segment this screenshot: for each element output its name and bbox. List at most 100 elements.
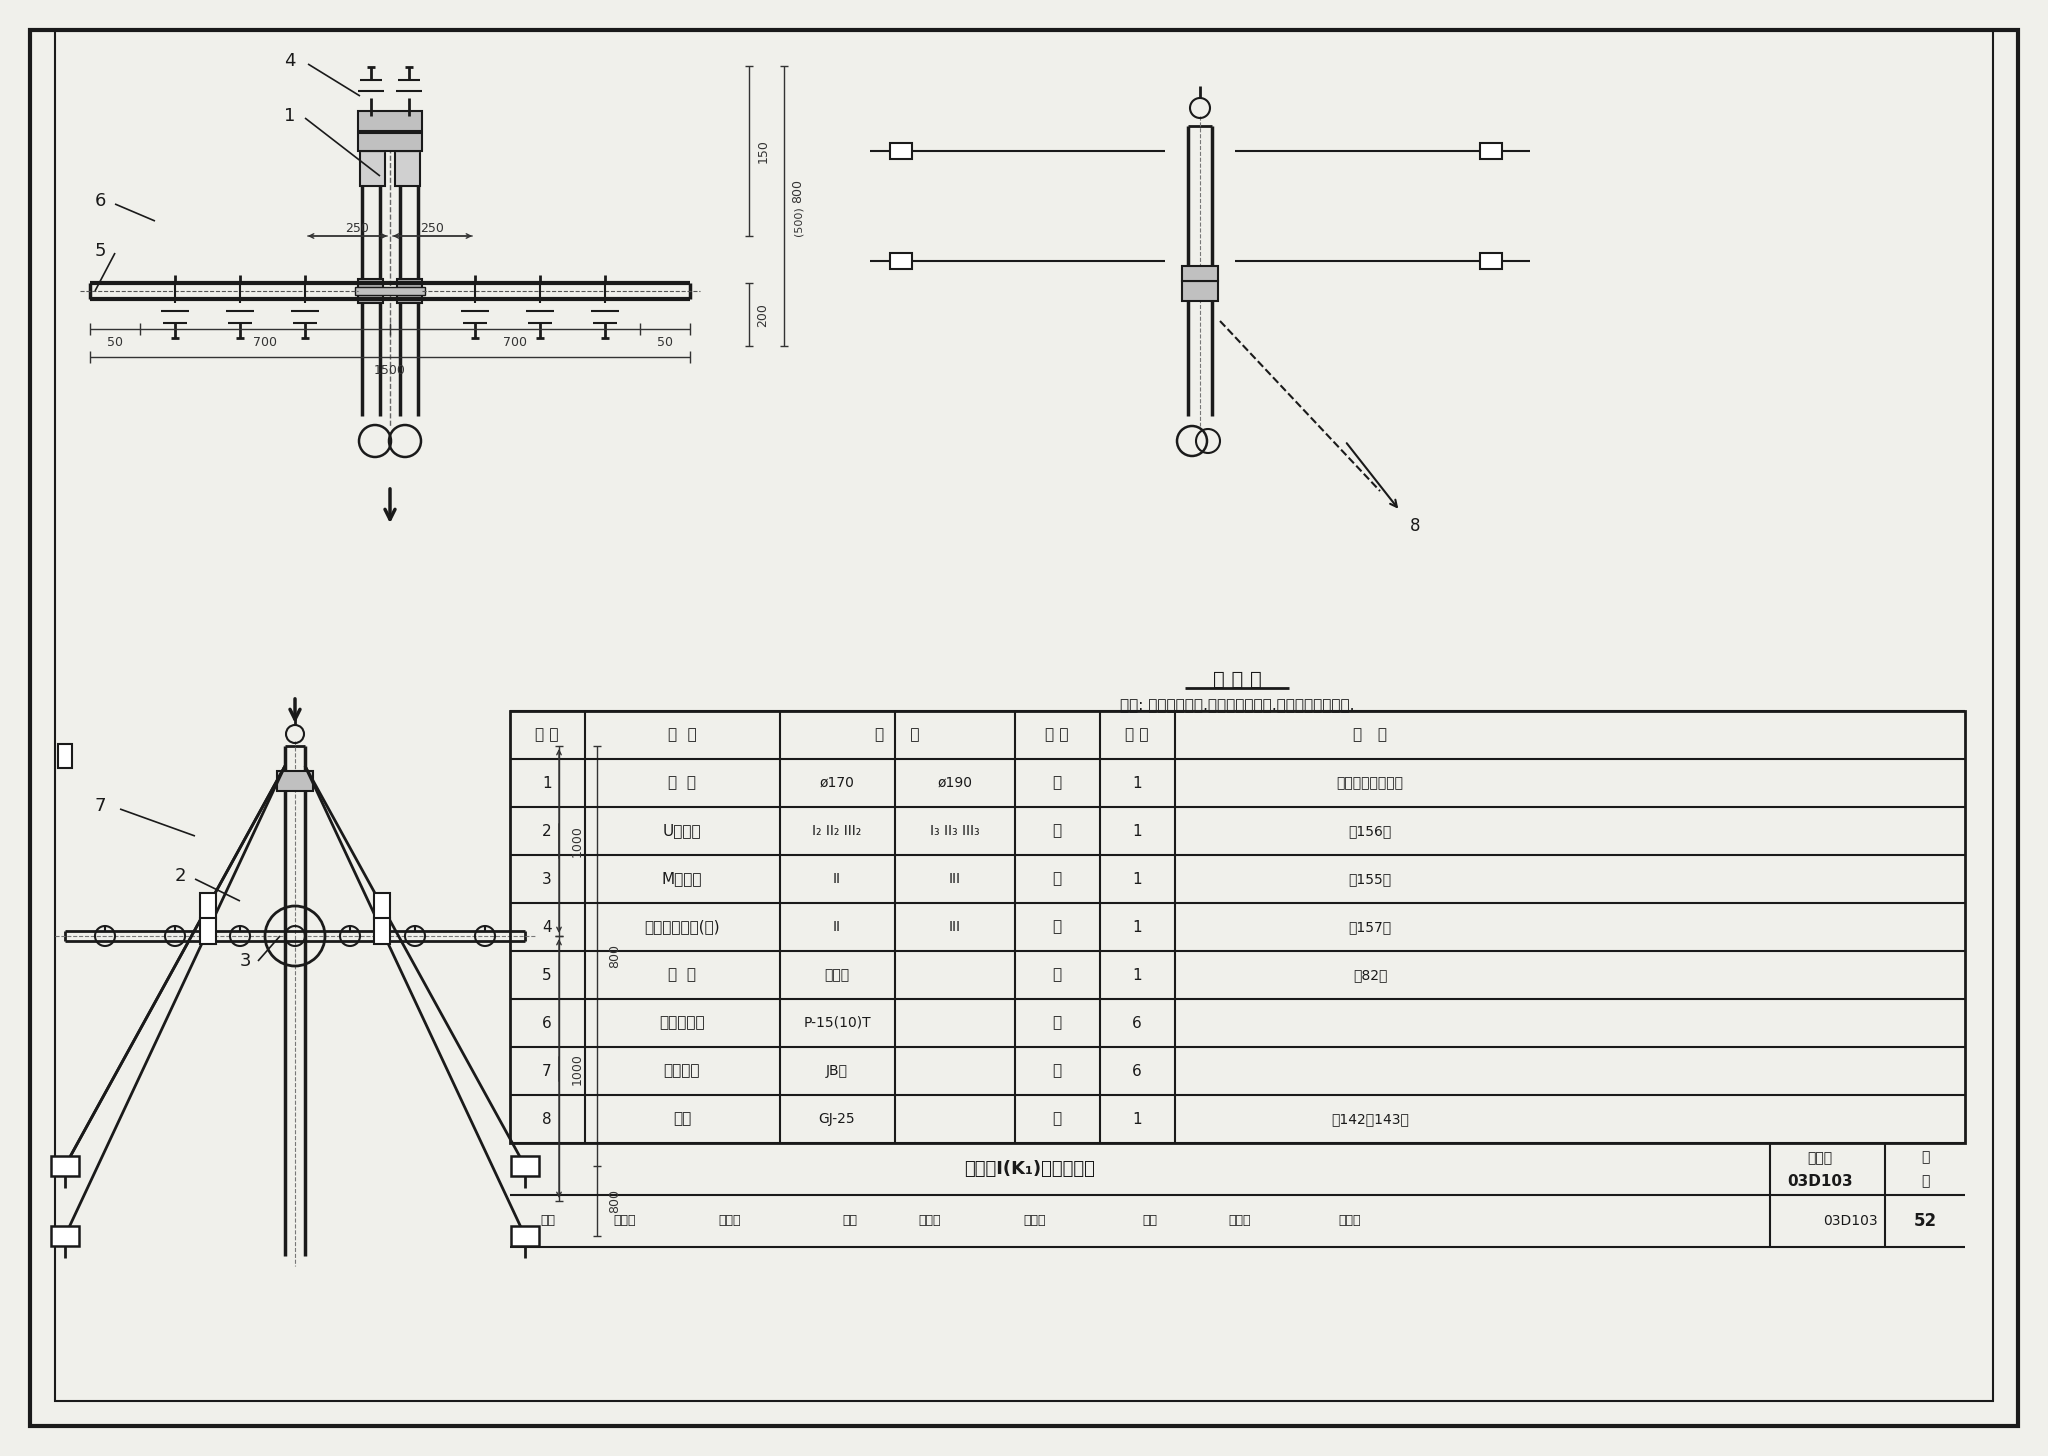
Text: 根: 根 xyxy=(1053,967,1061,983)
Text: 根: 根 xyxy=(1053,776,1061,791)
Bar xyxy=(358,280,383,303)
Bar xyxy=(1481,253,1501,269)
Text: 03D103: 03D103 xyxy=(1788,1174,1853,1188)
Bar xyxy=(375,893,389,919)
Text: 规     格: 规 格 xyxy=(874,728,920,743)
Text: 个: 个 xyxy=(1053,1063,1061,1079)
Text: 3: 3 xyxy=(543,872,551,887)
Text: 6: 6 xyxy=(1133,1063,1143,1079)
Text: 说明: 如实际需要时,可加装一组拉线,其位置如虚线所示.: 说明: 如实际需要时,可加装一组拉线,其位置如虚线所示. xyxy=(1120,699,1354,713)
Text: 1: 1 xyxy=(1133,920,1143,935)
Text: 7: 7 xyxy=(543,1063,551,1079)
Bar xyxy=(354,287,426,296)
Text: 横  担: 横 担 xyxy=(668,967,696,983)
Text: III: III xyxy=(948,920,961,933)
Bar xyxy=(57,744,72,767)
Text: 校对: 校对 xyxy=(842,1214,858,1227)
Bar xyxy=(375,917,389,943)
Text: 1: 1 xyxy=(1133,776,1143,791)
Text: 6: 6 xyxy=(94,192,106,210)
Text: 个: 个 xyxy=(1053,1015,1061,1031)
Bar xyxy=(891,143,911,159)
Text: 电  杆: 电 杆 xyxy=(668,776,696,791)
Text: 250: 250 xyxy=(420,221,444,234)
Text: 52: 52 xyxy=(1913,1211,1937,1230)
Text: 设计: 设计 xyxy=(1143,1214,1157,1227)
Text: 5: 5 xyxy=(543,967,551,983)
Bar xyxy=(51,1226,80,1246)
Text: 附   注: 附 注 xyxy=(1354,728,1386,743)
Text: 6: 6 xyxy=(543,1015,551,1031)
Text: P-15(10)T: P-15(10)T xyxy=(803,1016,870,1029)
Text: 审核: 审核 xyxy=(541,1214,555,1227)
Text: III: III xyxy=(948,872,961,887)
Text: 1000: 1000 xyxy=(571,826,584,858)
Text: 明 细 表: 明 细 表 xyxy=(1212,670,1262,689)
Bar xyxy=(510,711,1964,1143)
Text: 组: 组 xyxy=(1053,1111,1061,1127)
Text: I₂ II₂ III₂: I₂ II₂ III₂ xyxy=(813,824,862,839)
Text: 4: 4 xyxy=(285,52,295,70)
Text: 250: 250 xyxy=(344,221,369,234)
Text: 拉线: 拉线 xyxy=(674,1111,690,1127)
Bar xyxy=(512,1156,539,1176)
Bar xyxy=(1182,281,1219,301)
Text: I₃ II₃ III₃: I₃ II₃ III₃ xyxy=(930,824,979,839)
Text: 1: 1 xyxy=(285,106,295,125)
Text: 针式绕络子: 针式绕络子 xyxy=(659,1015,705,1031)
Text: 50: 50 xyxy=(657,336,674,349)
Text: 名  称: 名 称 xyxy=(668,728,696,743)
Text: II: II xyxy=(834,920,842,933)
Text: 800: 800 xyxy=(791,179,805,202)
Text: 5: 5 xyxy=(94,242,106,261)
Text: 200: 200 xyxy=(756,303,770,328)
Text: JB型: JB型 xyxy=(825,1064,848,1077)
Text: 魏广志: 魏广志 xyxy=(1229,1214,1251,1227)
Text: 1: 1 xyxy=(1133,967,1143,983)
Bar xyxy=(395,131,420,186)
Text: U形抱筜: U形抱筜 xyxy=(664,824,700,839)
Text: ø190: ø190 xyxy=(938,776,973,791)
Text: 8: 8 xyxy=(543,1111,551,1127)
Bar xyxy=(358,111,422,131)
Text: 1000: 1000 xyxy=(571,1053,584,1085)
Text: 付: 付 xyxy=(1053,824,1061,839)
Text: 见155页: 见155页 xyxy=(1348,872,1391,887)
Text: GJ-25: GJ-25 xyxy=(819,1112,856,1125)
Text: 见142、143页: 见142、143页 xyxy=(1331,1112,1409,1125)
Bar xyxy=(51,1156,80,1176)
Text: 单 位: 单 位 xyxy=(1044,728,1069,743)
Text: 03D103: 03D103 xyxy=(1823,1214,1878,1227)
Text: 尹冬梅: 尹冬梅 xyxy=(920,1214,942,1227)
Text: 李珠宝: 李珠宝 xyxy=(614,1214,637,1227)
Text: 费广志: 费广志 xyxy=(1339,1214,1362,1227)
Text: 付: 付 xyxy=(1053,920,1061,935)
Text: 并沟线夹: 并沟线夹 xyxy=(664,1063,700,1079)
Bar xyxy=(360,131,385,186)
Text: 序 号: 序 号 xyxy=(535,728,559,743)
Text: 700: 700 xyxy=(254,336,276,349)
Bar xyxy=(512,1226,539,1246)
Text: 1: 1 xyxy=(1133,872,1143,887)
Text: 2: 2 xyxy=(174,866,186,885)
Text: II: II xyxy=(834,872,842,887)
Text: 个: 个 xyxy=(1053,872,1061,887)
Text: M形抱鐵: M形抱鐵 xyxy=(662,872,702,887)
Text: 见附录: 见附录 xyxy=(825,968,850,981)
Text: 800: 800 xyxy=(608,943,621,968)
Text: 1: 1 xyxy=(1133,1111,1143,1127)
Bar xyxy=(1182,266,1219,281)
Text: 1: 1 xyxy=(543,776,551,791)
Text: 700: 700 xyxy=(504,336,526,349)
Text: 150: 150 xyxy=(756,140,770,163)
Bar xyxy=(201,893,215,919)
Text: ø170: ø170 xyxy=(819,776,854,791)
Text: 50: 50 xyxy=(106,336,123,349)
Text: 杆顶支座抱筜(二): 杆顶支座抱筜(二) xyxy=(645,920,719,935)
Text: 8: 8 xyxy=(1409,517,1419,534)
Text: 2: 2 xyxy=(543,824,551,839)
Bar xyxy=(397,280,422,303)
Text: 7: 7 xyxy=(94,796,106,815)
Text: 页: 页 xyxy=(1921,1150,1929,1163)
Text: 见157页: 见157页 xyxy=(1348,920,1391,933)
